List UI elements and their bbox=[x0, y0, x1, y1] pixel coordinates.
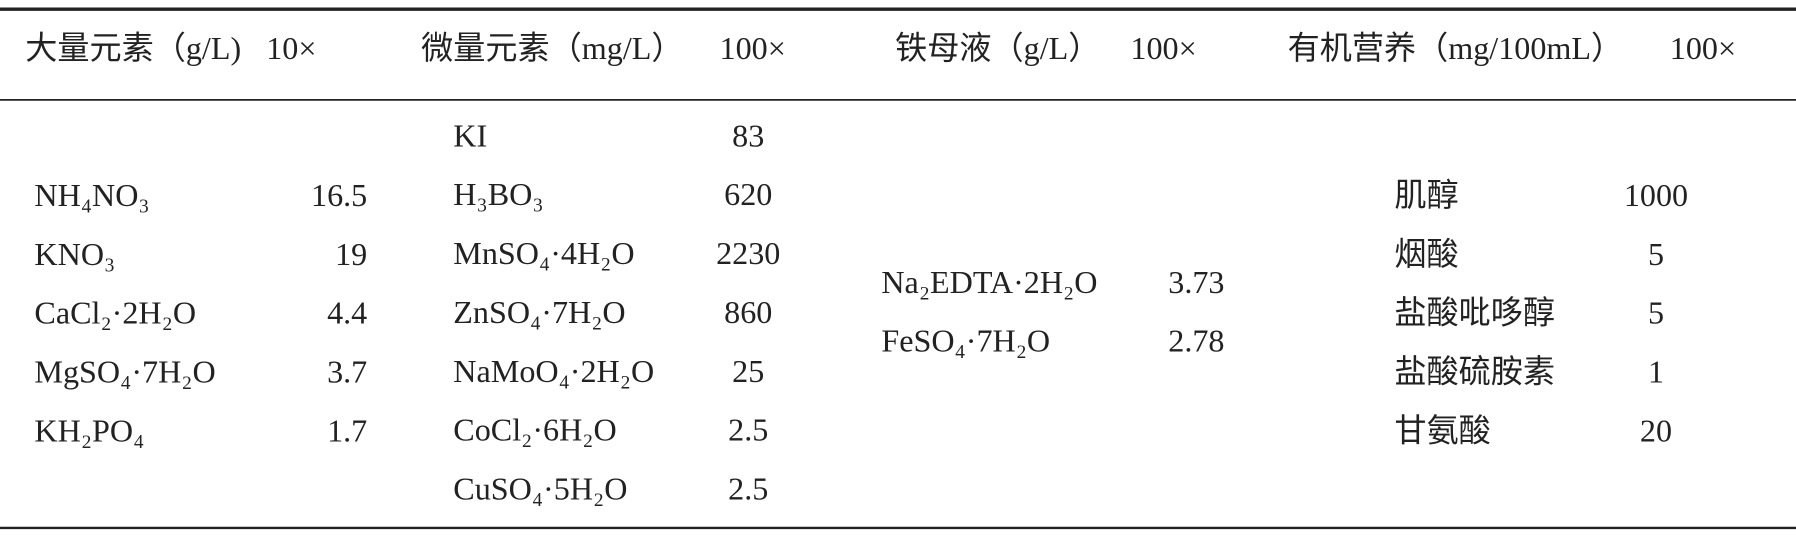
cell-value: 1 bbox=[1648, 354, 1664, 390]
cell-value: 2.78 bbox=[1168, 323, 1224, 359]
header-factor: 100× bbox=[720, 30, 786, 66]
cell-value: 620 bbox=[724, 176, 772, 212]
cell-name: CoCl₂·6H₂O bbox=[453, 412, 616, 448]
cell-name: H₃BO₃ bbox=[453, 176, 543, 212]
cell-name: CaCl₂·2H₂O bbox=[34, 295, 196, 331]
cell-name: KI bbox=[453, 117, 487, 153]
header-title: 微量元素（mg/L） bbox=[421, 30, 683, 66]
cell-value: 19 bbox=[335, 236, 367, 272]
header-factor: 10× bbox=[266, 30, 316, 66]
cell-name: KNO₃ bbox=[34, 236, 115, 272]
cell-name: NH₄NO₃ bbox=[34, 177, 149, 213]
cell-value: 2230 bbox=[716, 235, 780, 271]
cell-name: KH₂PO₄ bbox=[34, 412, 144, 448]
header-title: 大量元素（g/L) bbox=[25, 30, 241, 66]
header-factor: 100× bbox=[1130, 30, 1196, 66]
cell-name: FeSO₄·7H₂O bbox=[881, 323, 1050, 359]
cell-value: 3.7 bbox=[327, 354, 367, 390]
header-factor: 100× bbox=[1670, 30, 1736, 66]
cell-value: 25 bbox=[732, 353, 764, 389]
cell-value: 3.73 bbox=[1168, 264, 1224, 300]
cell-name: NaMoO₄·2H₂O bbox=[453, 353, 654, 389]
cell-name: MgSO₄·7H₂O bbox=[34, 354, 215, 390]
cell-value: 83 bbox=[732, 117, 764, 153]
cell-name: Na₂EDTA·2H₂O bbox=[881, 264, 1097, 300]
cell-value: 5 bbox=[1648, 295, 1664, 331]
header-title: 铁母液（g/L） bbox=[895, 30, 1100, 66]
cell-name: ZnSO₄·7H₂O bbox=[453, 294, 625, 330]
cell-name: MnSO₄·4H₂O bbox=[453, 235, 634, 271]
header-title: 有机营养（mg/100mL） bbox=[1288, 30, 1624, 66]
cell-value: 1000 bbox=[1624, 177, 1688, 213]
cell-value: 860 bbox=[724, 294, 772, 330]
cell-name: 甘氨酸 bbox=[1394, 412, 1490, 448]
cell-name: 盐酸吡哆醇 bbox=[1394, 295, 1555, 331]
cell-name: 烟酸 bbox=[1394, 236, 1458, 272]
cell-name: 盐酸硫胺素 bbox=[1394, 354, 1555, 390]
cell-value: 2.5 bbox=[728, 471, 768, 507]
cell-value: 1.7 bbox=[327, 412, 367, 448]
cell-name: CuSO₄·5H₂O bbox=[453, 471, 627, 507]
cell-value: 16.5 bbox=[311, 177, 367, 213]
cell-value: 2.5 bbox=[728, 412, 768, 448]
cell-name: 肌醇 bbox=[1394, 177, 1458, 213]
cell-value: 4.4 bbox=[327, 295, 367, 331]
cell-value: 5 bbox=[1648, 236, 1664, 272]
cell-value: 20 bbox=[1640, 412, 1672, 448]
